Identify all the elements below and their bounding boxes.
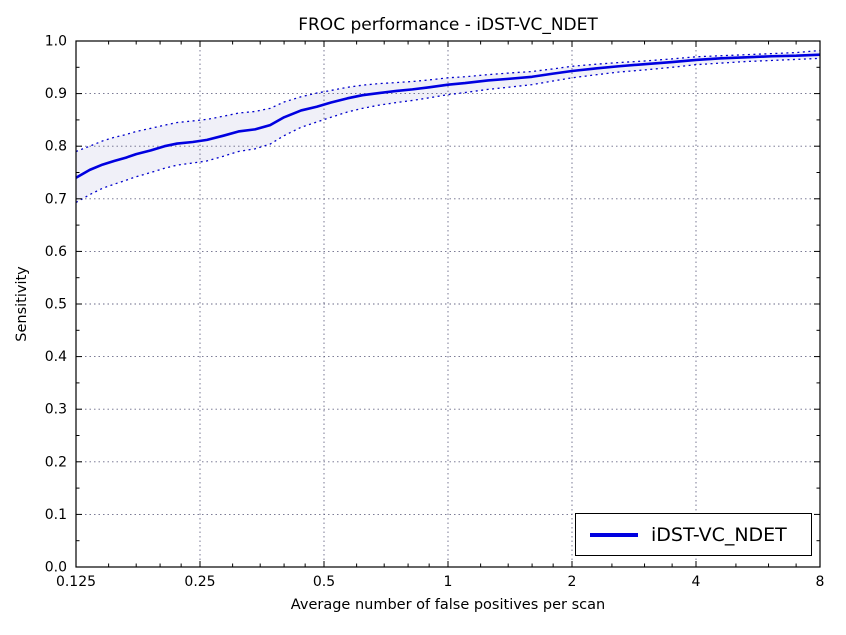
y-axis-label: Sensitivity bbox=[14, 266, 30, 342]
legend-line-sample bbox=[590, 532, 638, 537]
y-tick-label: 0.0 bbox=[45, 560, 67, 576]
x-tick-label: 4 bbox=[692, 574, 701, 590]
y-tick-label: 0.5 bbox=[45, 297, 67, 313]
y-tick-label: 0.2 bbox=[45, 454, 67, 470]
y-tick-label: 0.6 bbox=[45, 244, 67, 260]
y-tick-label: 0.3 bbox=[45, 402, 67, 418]
chart-title: FROC performance - iDST-VC_NDET bbox=[298, 15, 598, 35]
upper-bound-curve bbox=[75, 49, 821, 153]
x-tick-label: 0.5 bbox=[313, 574, 335, 590]
y-tick-label: 1.0 bbox=[45, 34, 67, 50]
y-tick-label: 0.9 bbox=[45, 86, 67, 102]
x-tick-label: 1 bbox=[444, 574, 453, 590]
x-tick-label: 2 bbox=[568, 574, 577, 590]
legend-box: iDST-VC_NDET bbox=[575, 513, 812, 556]
x-tick-label: 0.25 bbox=[184, 574, 215, 590]
y-tick-label: 0.8 bbox=[45, 139, 67, 155]
x-tick-label: 8 bbox=[816, 574, 825, 590]
x-axis-label: Average number of false positives per sc… bbox=[290, 597, 606, 613]
froc-curve bbox=[75, 53, 821, 179]
chart-frame bbox=[75, 40, 821, 568]
y-tick-label: 0.4 bbox=[45, 349, 67, 365]
y-tick-label: 0.1 bbox=[45, 507, 67, 523]
confidence-band bbox=[76, 50, 820, 203]
y-tick-label: 0.7 bbox=[45, 191, 67, 207]
x-tick-label: 0.125 bbox=[56, 574, 96, 590]
legend-label: iDST-VC_NDET bbox=[651, 523, 787, 546]
